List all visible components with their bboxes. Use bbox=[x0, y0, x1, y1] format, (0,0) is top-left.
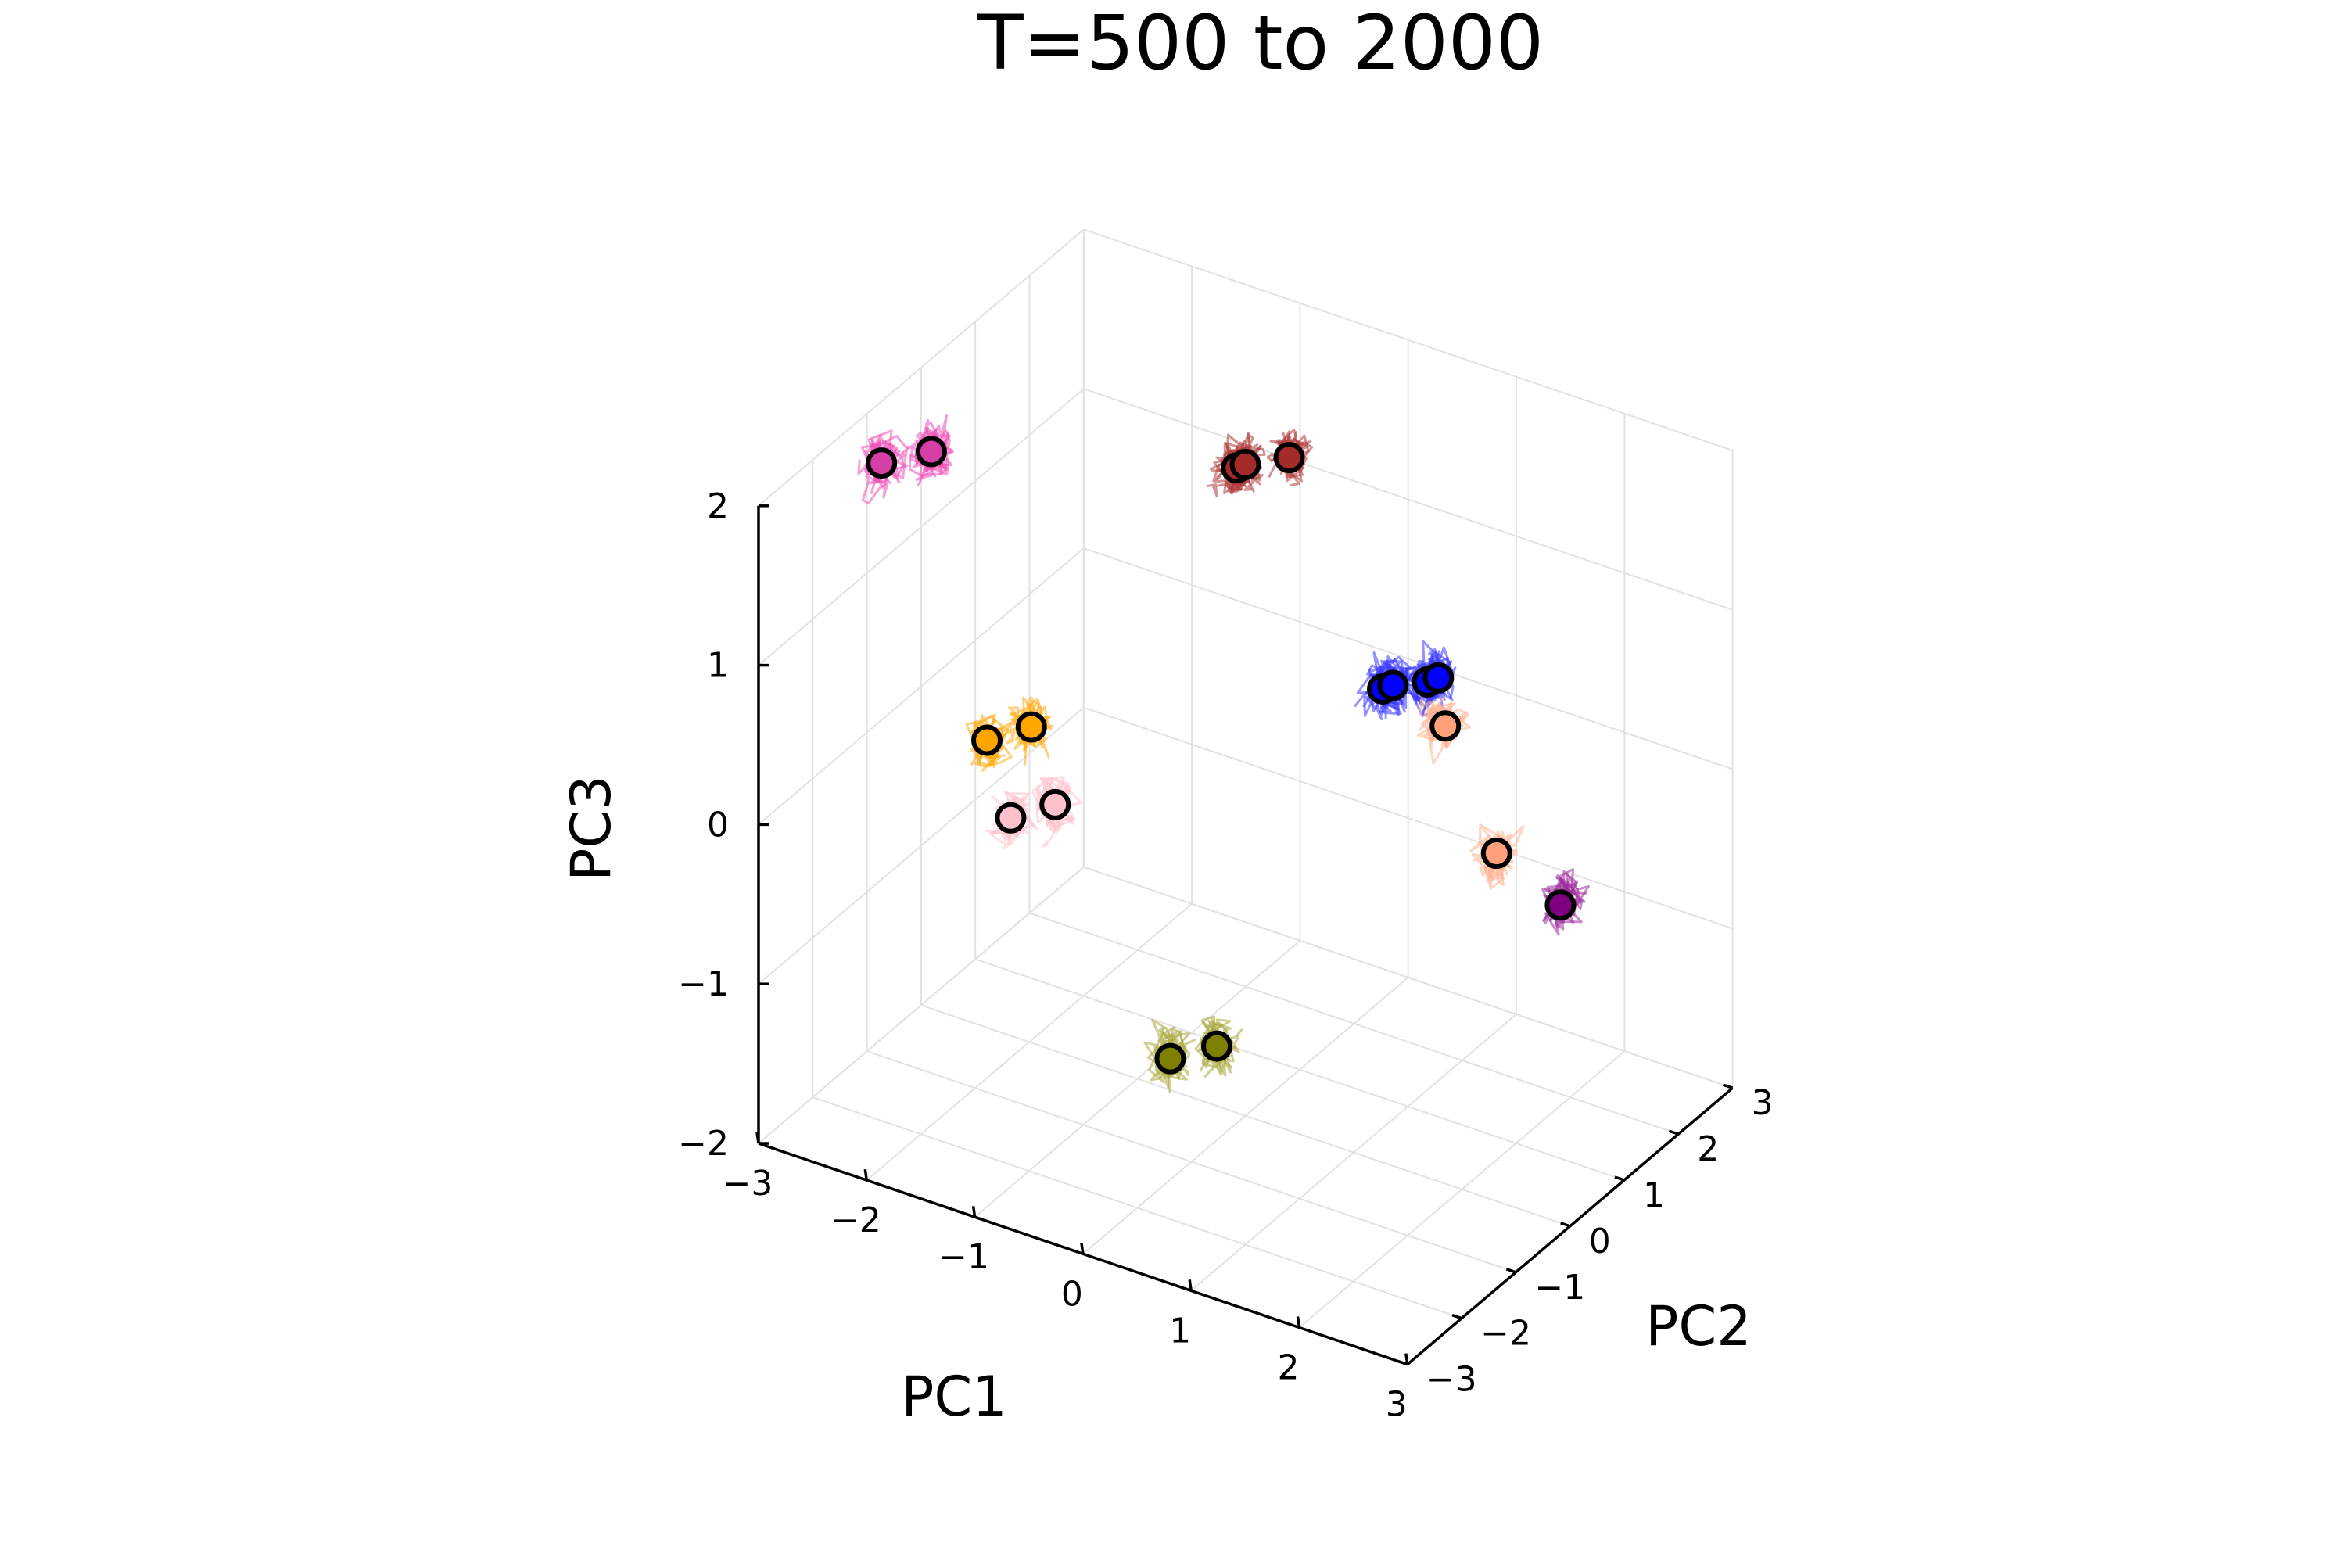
grid-line-floor bbox=[1083, 866, 1733, 1089]
z-tick-label: 2 bbox=[707, 486, 729, 526]
data-point-marker bbox=[1377, 669, 1409, 701]
trajectory-layer bbox=[857, 414, 1590, 1093]
y-tick-label: −1 bbox=[1534, 1268, 1585, 1308]
z-tick-label: −2 bbox=[678, 1124, 729, 1164]
y-tick-mark bbox=[1451, 1314, 1462, 1320]
data-point-marker bbox=[1229, 448, 1261, 480]
y-tick-mark bbox=[1560, 1222, 1571, 1228]
grid-line-back-wall bbox=[1083, 547, 1733, 770]
x-tick-label: −1 bbox=[938, 1237, 989, 1277]
data-point-marker bbox=[1480, 838, 1512, 870]
data-point-marker bbox=[1273, 442, 1305, 474]
data-point-marker bbox=[1154, 1042, 1186, 1075]
grid-line-left-wall bbox=[758, 388, 1085, 666]
z-tick-label: 1 bbox=[707, 646, 729, 686]
z-tick-label: 0 bbox=[707, 805, 729, 845]
y-tick-mark bbox=[1397, 1359, 1408, 1366]
data-point-marker bbox=[866, 447, 898, 479]
z-axis-label: PC3 bbox=[559, 775, 623, 881]
grid-line-floor bbox=[866, 1050, 1516, 1273]
x-tick-label: 3 bbox=[1386, 1385, 1408, 1425]
grid-line-left-wall bbox=[758, 228, 1085, 507]
x-axis-label: PC1 bbox=[901, 1365, 1007, 1429]
x-tick-mark bbox=[1296, 1316, 1301, 1328]
axis-panes bbox=[758, 228, 1734, 1365]
trajectory-path bbox=[1542, 873, 1581, 924]
data-point-marker bbox=[1015, 711, 1047, 743]
x-tick-mark bbox=[755, 1132, 760, 1144]
grid-line-left-wall bbox=[758, 707, 1085, 985]
x-tick-label: 0 bbox=[1061, 1274, 1083, 1314]
data-point-marker bbox=[971, 724, 1003, 756]
x-tick-label: 2 bbox=[1278, 1348, 1300, 1388]
trajectory-path bbox=[1429, 702, 1457, 734]
data-point-marker bbox=[1544, 889, 1577, 921]
y-tick-mark bbox=[1668, 1129, 1679, 1136]
x-tick-mark bbox=[1080, 1243, 1085, 1254]
data-point-marker bbox=[1429, 710, 1462, 742]
grid-line-floor bbox=[974, 958, 1625, 1181]
trajectory-path bbox=[1419, 696, 1451, 738]
z-tick-label: −1 bbox=[678, 964, 729, 1004]
grid-line-floor bbox=[1029, 912, 1679, 1136]
data-point-marker bbox=[995, 802, 1027, 834]
x-tick-label: −3 bbox=[723, 1164, 773, 1204]
grid-line-back-wall bbox=[1083, 228, 1733, 451]
y-tick-label: 0 bbox=[1589, 1222, 1611, 1261]
x-tick-mark bbox=[971, 1205, 977, 1218]
x-tick-label: 1 bbox=[1169, 1311, 1191, 1351]
y-tick-label: −3 bbox=[1426, 1360, 1477, 1400]
x-tick-mark bbox=[863, 1168, 869, 1181]
grid-line-floor bbox=[920, 1004, 1571, 1227]
grid-line-left-wall bbox=[758, 547, 1085, 826]
data-point-marker bbox=[1422, 662, 1455, 694]
trajectory-path bbox=[1549, 892, 1575, 928]
marker-layer bbox=[866, 436, 1577, 1075]
x-tick-mark bbox=[1404, 1353, 1409, 1365]
y-tick-label: 3 bbox=[1752, 1083, 1774, 1123]
trajectory-path bbox=[862, 472, 889, 505]
y-tick-mark bbox=[1505, 1268, 1516, 1274]
trajectory-path bbox=[965, 719, 1006, 752]
grid-line-floor bbox=[812, 1096, 1462, 1319]
x-tick-label: −2 bbox=[830, 1200, 881, 1240]
data-point-marker bbox=[915, 436, 947, 468]
data-point-marker bbox=[1039, 788, 1071, 820]
grid-line-back-wall bbox=[1083, 388, 1733, 611]
y-tick-label: 2 bbox=[1697, 1129, 1719, 1169]
data-point-marker bbox=[1200, 1030, 1232, 1062]
x-tick-mark bbox=[1188, 1279, 1193, 1291]
y-tick-label: 1 bbox=[1643, 1175, 1665, 1215]
y-tick-mark bbox=[1614, 1175, 1625, 1182]
chart-title: T=500 to 2000 bbox=[977, 0, 1544, 87]
y-axis-label: PC2 bbox=[1645, 1294, 1752, 1358]
grid-line-back-wall bbox=[1083, 706, 1733, 930]
y-tick-mark bbox=[1723, 1083, 1734, 1089]
y-tick-label: −2 bbox=[1480, 1314, 1531, 1354]
